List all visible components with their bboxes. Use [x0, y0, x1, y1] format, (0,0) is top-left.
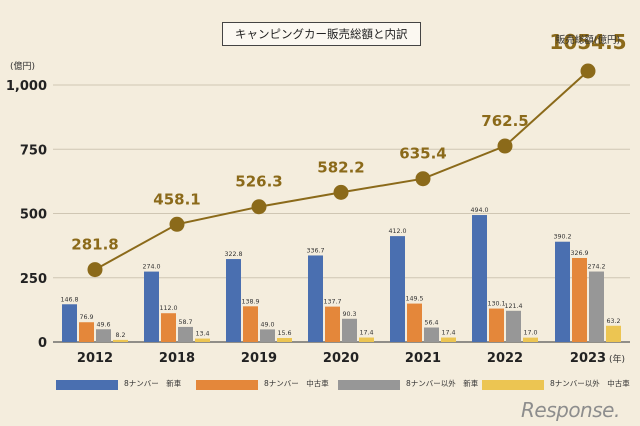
total-point [251, 199, 267, 215]
bar-value-label: 412.0 [388, 228, 406, 235]
total-series-label: 販売総額(億円) [556, 34, 620, 46]
legend-label: 8ナンバー 新車 [124, 379, 182, 388]
bar [342, 318, 357, 342]
x-tick-label: 2023 [570, 351, 606, 366]
x-tick-label: 2018 [159, 351, 195, 366]
bar-value-label: 326.9 [570, 250, 588, 257]
x-tick-label: 2021 [405, 351, 441, 366]
bar [113, 339, 128, 342]
x-tick-label: 2019 [241, 351, 277, 366]
legend-swatch [482, 380, 544, 390]
bar-value-label: 274.0 [142, 264, 160, 271]
bar-value-label: 76.9 [79, 314, 93, 321]
bar [96, 329, 111, 342]
total-point [169, 216, 185, 232]
bar-value-label: 56.4 [424, 320, 438, 327]
bar [277, 337, 292, 342]
bar-value-label: 137.7 [323, 299, 341, 306]
bar-value-label: 121.4 [504, 303, 522, 310]
bar-value-label: 146.8 [60, 296, 78, 303]
x-axis-unit: (年) [609, 353, 625, 365]
x-tick-label: 2020 [323, 351, 359, 366]
x-tick-label: 2022 [487, 351, 523, 366]
y-tick-label: 500 [20, 208, 47, 223]
legend-label: 8ナンバー以外 新車 [406, 379, 479, 388]
bar-value-label: 13.4 [195, 331, 209, 338]
bar [260, 329, 275, 342]
legend-swatch [56, 380, 118, 390]
bar [523, 337, 538, 342]
y-tick-label: 750 [20, 143, 47, 158]
bar [407, 303, 422, 342]
bar [243, 306, 258, 342]
bar-value-label: 49.6 [96, 321, 110, 328]
y-tick-label: 250 [20, 272, 47, 287]
bar [472, 215, 487, 342]
bar-value-label: 130.1 [487, 301, 505, 308]
bar [390, 236, 405, 342]
chart-title: キャンピングカー販売総額と内訳 [222, 22, 421, 46]
legend-label: 8ナンバー 中古車 [264, 379, 329, 388]
bar-value-label: 336.7 [306, 247, 324, 254]
bar-value-label: 17.4 [441, 330, 455, 337]
bar-value-label: 8.2 [115, 332, 125, 339]
bar [489, 308, 504, 342]
bar [308, 255, 323, 342]
total-value-label: 281.8 [71, 236, 118, 254]
bar-value-label: 149.5 [405, 296, 423, 303]
bar [226, 259, 241, 342]
total-value-label: 1054.5 [549, 30, 626, 54]
total-value-label: 635.4 [399, 145, 446, 163]
bar [178, 326, 193, 342]
bar-value-label: 63.2 [606, 318, 620, 325]
legend-swatch [338, 380, 400, 390]
bar [62, 304, 77, 342]
legend-swatch [196, 380, 258, 390]
bar-value-label: 49.0 [260, 321, 274, 328]
y-tick-label: 0 [38, 336, 47, 351]
bar [195, 338, 210, 342]
total-point [497, 138, 513, 154]
bar [506, 310, 521, 342]
total-point [87, 262, 103, 278]
bar-value-label: 17.4 [359, 330, 373, 337]
bar-value-label: 138.9 [241, 298, 259, 305]
bar-value-label: 494.0 [470, 207, 488, 214]
bar [144, 271, 159, 342]
bar [325, 306, 340, 342]
bar-value-label: 322.8 [224, 251, 242, 258]
response-logo: Response. [521, 398, 620, 422]
bar-value-label: 274.2 [587, 264, 605, 271]
bar [555, 241, 570, 342]
legend-label: 8ナンバー以外 中古車 [550, 379, 630, 388]
total-point [415, 171, 431, 187]
legend: 8ナンバー 新車 8ナンバー 中古車 8ナンバー以外 新車 8ナンバー以外 中古… [0, 377, 640, 393]
bar-value-label: 390.2 [553, 234, 571, 241]
total-value-label: 762.5 [481, 112, 528, 130]
total-value-label: 526.3 [235, 173, 282, 191]
bar-value-label: 17.0 [523, 330, 537, 337]
bar-value-label: 112.0 [159, 305, 177, 312]
y-axis-label: (億円) [10, 60, 35, 72]
bar [79, 322, 94, 342]
bar [359, 337, 374, 342]
bar [424, 327, 439, 342]
total-value-label: 582.2 [317, 158, 364, 176]
bar [606, 325, 621, 342]
bar-value-label: 15.6 [277, 330, 291, 337]
y-tick-label: 1,000 [6, 79, 47, 94]
bar-value-label: 58.7 [178, 319, 192, 326]
total-point [580, 63, 596, 79]
total-point [333, 184, 349, 200]
bar [589, 271, 604, 342]
bar [572, 257, 587, 342]
bar [441, 337, 456, 342]
x-tick-label: 2012 [77, 351, 113, 366]
total-value-label: 458.1 [153, 190, 200, 208]
bar [161, 313, 176, 342]
bar-value-label: 90.3 [342, 311, 356, 318]
